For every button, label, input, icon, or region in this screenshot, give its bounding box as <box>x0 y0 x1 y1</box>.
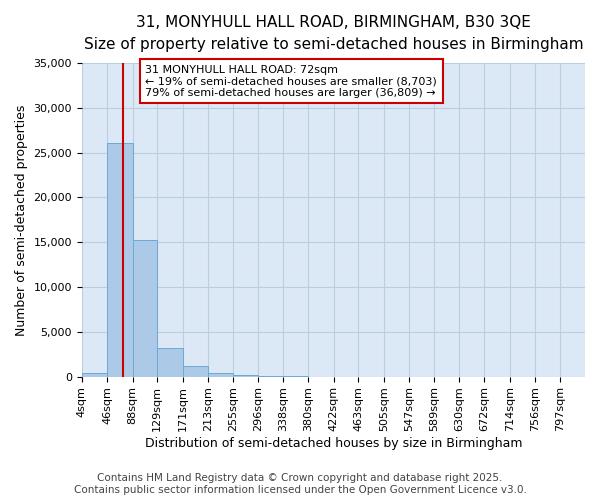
Bar <box>107 143 133 376</box>
Title: 31, MONYHULL HALL ROAD, BIRMINGHAM, B30 3QE
Size of property relative to semi-de: 31, MONYHULL HALL ROAD, BIRMINGHAM, B30 … <box>83 15 583 52</box>
Bar <box>182 366 208 376</box>
Y-axis label: Number of semi-detached properties: Number of semi-detached properties <box>15 104 28 336</box>
Bar <box>133 240 157 376</box>
Bar <box>157 348 182 376</box>
Bar <box>208 372 233 376</box>
X-axis label: Distribution of semi-detached houses by size in Birmingham: Distribution of semi-detached houses by … <box>145 437 522 450</box>
Text: 31 MONYHULL HALL ROAD: 72sqm
← 19% of semi-detached houses are smaller (8,703)
7: 31 MONYHULL HALL ROAD: 72sqm ← 19% of se… <box>145 64 437 98</box>
Bar <box>82 372 107 376</box>
Text: Contains HM Land Registry data © Crown copyright and database right 2025.
Contai: Contains HM Land Registry data © Crown c… <box>74 474 526 495</box>
